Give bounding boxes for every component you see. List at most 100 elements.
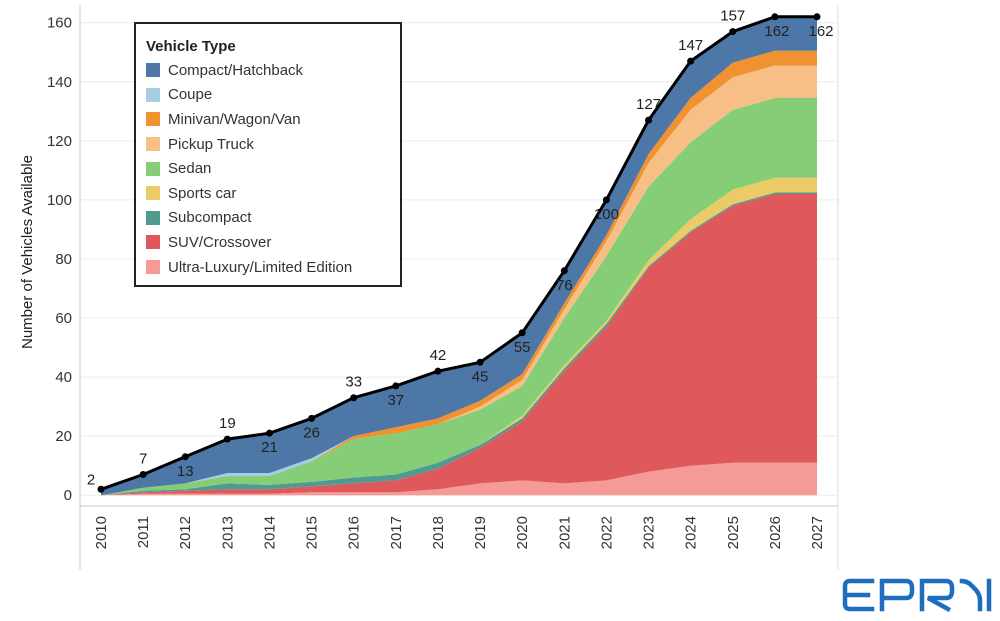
total-label: 45 xyxy=(472,368,489,385)
logo-strokes xyxy=(842,578,992,612)
y-axis-title: Number of Vehicles Available xyxy=(19,155,36,349)
total-label: 2 xyxy=(87,471,95,488)
total-point xyxy=(223,435,231,443)
y-tick-label: 160 xyxy=(47,15,72,32)
legend-swatch xyxy=(146,87,160,102)
legend-swatch xyxy=(146,137,160,152)
total-label: 147 xyxy=(678,37,703,54)
legend-items: Compact/Hatchback Coupe Minivan/Wagon/Van P… xyxy=(146,58,400,279)
legend-label: Ultra-Luxury/Limited Edition xyxy=(168,258,353,276)
x-tick-label: 2021 xyxy=(556,516,573,549)
total-point xyxy=(476,358,484,366)
y-tick-label: 80 xyxy=(55,251,72,268)
total-point xyxy=(729,28,737,36)
axes xyxy=(79,5,839,570)
x-tick-label: 2020 xyxy=(514,516,531,549)
total-label: 7 xyxy=(139,451,147,468)
total-label: 55 xyxy=(514,339,531,356)
legend-label: Coupe xyxy=(168,86,213,104)
total-point xyxy=(813,13,821,21)
x-tick-label: 2013 xyxy=(219,516,236,549)
x-tick-label: 2025 xyxy=(725,516,742,549)
area-sedan xyxy=(101,98,817,496)
legend-swatch xyxy=(146,235,160,250)
legend-label: Minivan/Wagon/Van xyxy=(168,110,301,128)
total-point xyxy=(434,367,442,375)
y-tick-label: 100 xyxy=(47,192,72,209)
legend-item: Compact/Hatchback xyxy=(146,58,400,83)
legend-swatch xyxy=(146,186,160,201)
total-label: 127 xyxy=(636,96,661,113)
legend: Vehicle Type Compact/Hatchback Coupe Miniv… xyxy=(134,22,402,287)
legend-label: Pickup Truck xyxy=(168,135,254,153)
legend-label: Sports car xyxy=(168,184,237,202)
x-tick-labels: 2010 2011 2012 2013 2014 2015 2016 2017 2018 2019… xyxy=(93,516,826,549)
total-label: 76 xyxy=(556,277,573,294)
total-point xyxy=(518,329,526,337)
total-label: 13 xyxy=(177,463,194,480)
legend-item: Minivan/Wagon/Van xyxy=(146,107,400,132)
legend-swatch xyxy=(146,260,160,275)
legend-title: Vehicle Type xyxy=(146,38,236,55)
total-point xyxy=(97,485,105,493)
y-tick-label: 140 xyxy=(47,74,72,91)
legend-item: Pickup Truck xyxy=(146,132,400,157)
x-tick-label: 2010 xyxy=(93,516,110,549)
legend-item: Sports car xyxy=(146,181,400,206)
x-tick-label: 2026 xyxy=(767,516,784,549)
total-point xyxy=(687,57,695,65)
total-point xyxy=(602,196,610,204)
legend-swatch xyxy=(146,161,160,176)
total-label: 26 xyxy=(303,424,320,441)
y-tick-label: 20 xyxy=(55,428,72,445)
x-tick-label: 2018 xyxy=(430,516,447,549)
x-tick-label: 2023 xyxy=(641,516,658,549)
total-label: 100 xyxy=(594,206,619,223)
total-point xyxy=(771,13,779,21)
total-line xyxy=(97,13,821,493)
legend-item: SUV/Crossover xyxy=(146,230,400,255)
total-label: 33 xyxy=(345,374,362,391)
x-tick-label: 2015 xyxy=(304,516,321,549)
x-tick-label: 2017 xyxy=(388,516,405,549)
epri-logo xyxy=(842,578,992,612)
y-tick-label: 40 xyxy=(55,369,72,386)
total-point xyxy=(265,429,273,437)
x-tick-label: 2019 xyxy=(472,516,489,549)
x-tick-label: 2012 xyxy=(177,516,194,549)
legend-item: Sedan xyxy=(146,156,400,181)
total-label: 162 xyxy=(808,23,833,40)
y-tick-label: 120 xyxy=(47,133,72,150)
total-label: 162 xyxy=(764,23,789,40)
total-label: 37 xyxy=(387,392,404,409)
legend-item: Coupe xyxy=(146,83,400,108)
legend-label: Sedan xyxy=(168,160,212,178)
legend-label: Compact/Hatchback xyxy=(168,61,304,79)
total-point xyxy=(645,116,653,124)
area-compact-hatchback xyxy=(101,16,817,496)
legend-label: Subcompact xyxy=(168,209,252,227)
legend-item: Subcompact xyxy=(146,206,400,231)
legend-swatch xyxy=(146,63,160,78)
total-point xyxy=(560,267,568,275)
total-point xyxy=(308,414,316,422)
total-point xyxy=(139,471,147,479)
total-line-path xyxy=(100,15,817,491)
x-tick-label: 2024 xyxy=(683,516,700,549)
legend-swatch xyxy=(146,112,160,127)
x-tick-label: 2011 xyxy=(135,516,152,548)
legend-swatch xyxy=(146,210,160,225)
legend-item: Ultra-Luxury/Limited Edition xyxy=(146,255,400,280)
area-suv-crossover xyxy=(101,194,817,496)
total-point xyxy=(350,394,358,402)
total-label: 157 xyxy=(720,8,745,25)
x-tick-label: 2014 xyxy=(261,516,278,549)
total-point xyxy=(392,382,400,390)
total-label: 21 xyxy=(261,439,278,456)
x-tick-label: 2016 xyxy=(346,516,363,549)
x-tick-label: 2027 xyxy=(809,516,826,549)
total-label: 19 xyxy=(219,415,236,432)
y-tick-label: 0 xyxy=(64,487,72,504)
total-labels: 2 7 13 19 21 26 33 37 42 45 55 76 100 127 147 157 162 162 xyxy=(87,8,834,489)
total-point xyxy=(181,453,189,461)
